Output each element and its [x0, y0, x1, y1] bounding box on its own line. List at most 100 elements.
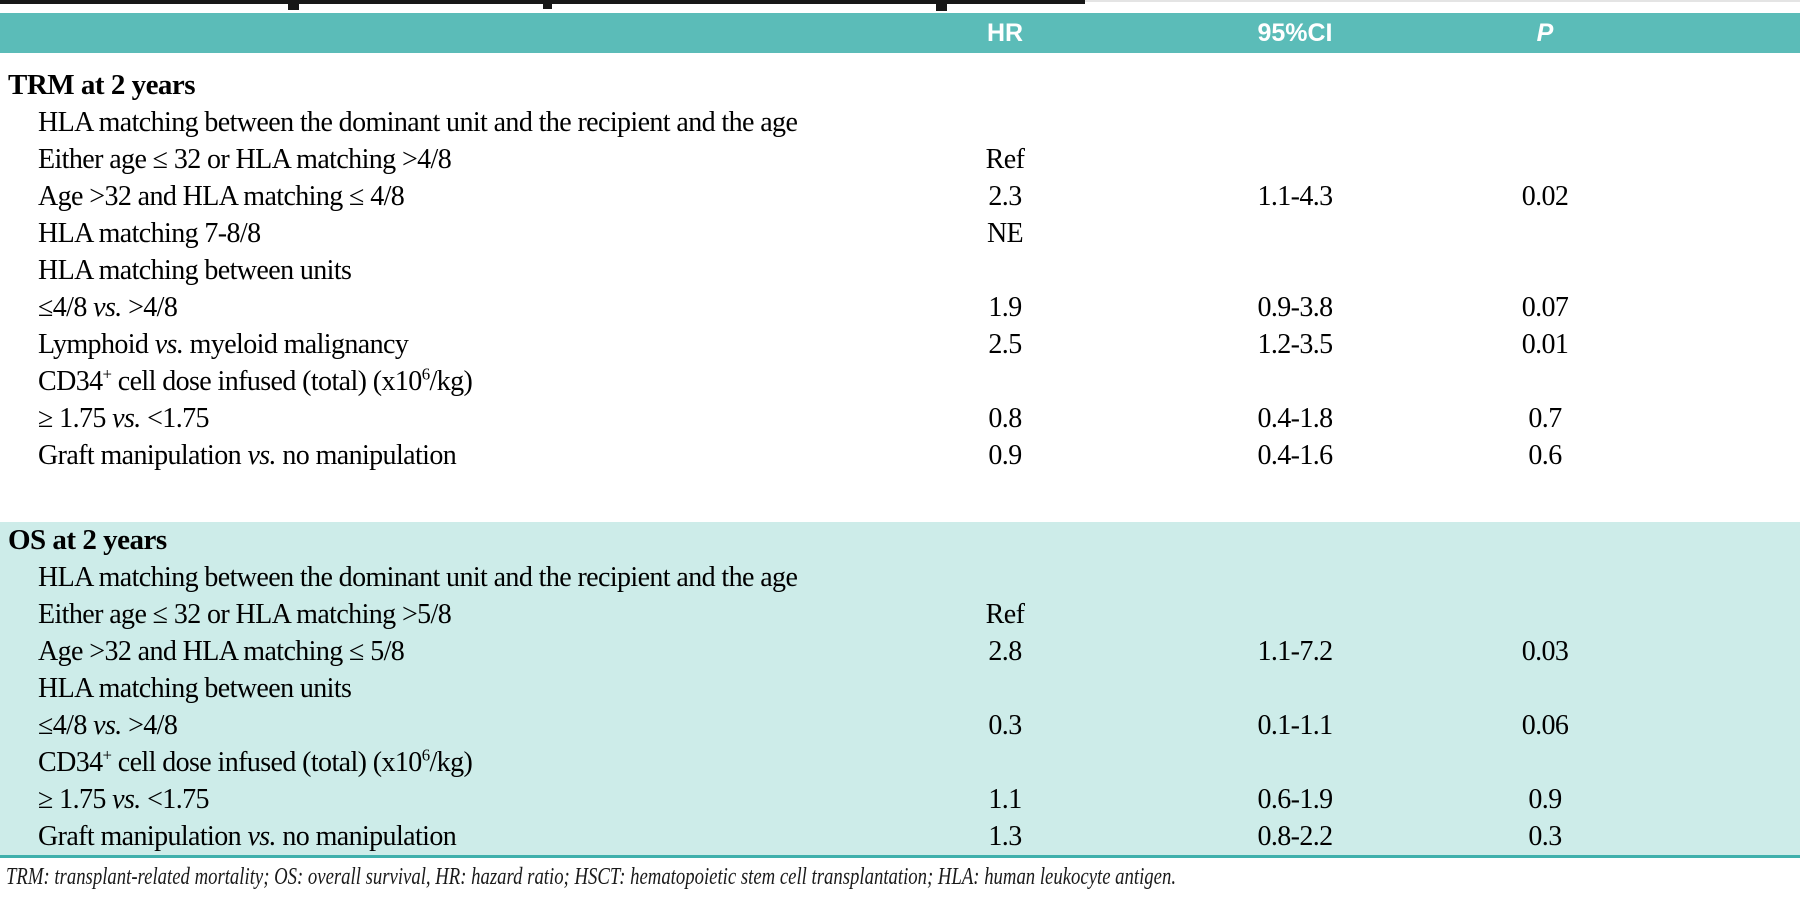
table-row: HLA matching between units [0, 252, 1800, 289]
cell-hr-value: 1.3 [988, 820, 1022, 852]
row-label: ≤4/8 vs. >4/8 [0, 710, 905, 742]
label-text: ≥ 1.75 [38, 402, 113, 434]
table-row: Either age ≤ 32 or HLA matching >5/8 Ref [0, 596, 1800, 633]
row-label: Either age ≤ 32 or HLA matching >5/8 [0, 599, 905, 631]
label-text: HLA matching between units [38, 254, 352, 286]
label-text: /kg) [429, 746, 473, 778]
cell-95ci-value: 0.9-3.8 [1257, 291, 1333, 323]
cell-hr-value: Ref [985, 143, 1025, 175]
label-text: >4/8 [121, 291, 178, 323]
label-text: HLA matching between the dominant unit a… [38, 561, 798, 593]
label-text: CD34 [38, 746, 103, 778]
caption-descender-mark [543, 0, 552, 9]
label-italic-segment: vs. [112, 783, 141, 815]
label-text: Age >32 and HLA matching ≤ 5/8 [38, 635, 405, 667]
label-text: no manipulation [275, 820, 457, 852]
table-row: HLA matching between the dominant unit a… [0, 104, 1800, 141]
cell-hr-value: Ref [985, 598, 1025, 630]
row-label: HLA matching between the dominant unit a… [0, 562, 905, 594]
label-italic-segment: vs. [154, 328, 184, 360]
label-text: OS at 2 years [8, 524, 167, 556]
section-trm-at-2-years: TRM at 2 years HLA matching between the d… [0, 67, 1800, 474]
row-label: Lymphoid vs. myeloid malignancy [0, 329, 905, 361]
label-text: ≤4/8 [38, 709, 94, 741]
cell-95ci-value: 0.1-1.1 [1257, 709, 1333, 741]
row-label: CD34+ cell dose infused (total) (x106/kg… [0, 746, 905, 779]
table-row: Graft manipulation vs. no manipulation 0.… [0, 437, 1800, 474]
label-text: Lymphoid [38, 328, 155, 360]
label-text: HLA matching 7-8/8 [38, 217, 261, 249]
cell-hr-value: 2.5 [988, 328, 1022, 360]
cell-95ci-value: 1.2-3.5 [1257, 328, 1333, 360]
cell-95ci-value: 0.8-2.2 [1257, 820, 1333, 852]
table-row: ≤4/8 vs. >4/8 0.3 0.1-1.1 0.06 [0, 707, 1800, 744]
cell-p-value: 0.06 [1521, 709, 1569, 741]
label-text: HLA matching between the dominant unit a… [38, 106, 798, 138]
row-label: Graft manipulation vs. no manipulation [0, 821, 905, 853]
cell-hr-value: 0.3 [988, 709, 1022, 741]
cell-hr-value: 0.9 [988, 439, 1022, 471]
column-header-p: P [1536, 18, 1554, 47]
table-footnote: TRM: transplant-related mortality; OS: o… [6, 864, 1177, 890]
cell-p-value: 0.03 [1521, 635, 1569, 667]
label-text: Either age ≤ 32 or HLA matching >4/8 [38, 143, 452, 175]
cell-hr-value: NE [986, 217, 1024, 249]
caption-descender-mark [288, 0, 299, 10]
label-text: TRM at 2 years [8, 69, 196, 101]
row-label: CD34+ cell dose infused (total) (x106/kg… [0, 364, 905, 398]
cell-p-value: 0.7 [1528, 402, 1562, 434]
cell-p-value: 0.07 [1521, 291, 1569, 323]
label-italic-segment: vs. [247, 820, 276, 852]
label-superscript: + [102, 364, 112, 384]
cell-95ci-value: 0.6-1.9 [1257, 783, 1333, 815]
cell-hr-value: 1.1 [988, 783, 1022, 815]
label-italic-segment: vs. [93, 291, 122, 323]
row-label: Age >32 and HLA matching ≤ 4/8 [0, 181, 905, 213]
table-row: HLA matching between units [0, 670, 1800, 707]
cell-hr-value: 2.3 [988, 180, 1022, 212]
label-text: ≤4/8 [38, 291, 94, 323]
label-superscript: 6 [421, 364, 430, 384]
row-label: Graft manipulation vs. no manipulation [0, 440, 905, 472]
table-row: Lymphoid vs. myeloid malignancy 2.5 1.2-3.… [0, 326, 1800, 363]
row-label: TRM at 2 years [0, 69, 905, 102]
cell-p-value: 0.3 [1528, 820, 1562, 852]
row-label: ≥ 1.75 vs. <1.75 [0, 784, 905, 816]
table-row: Age >32 and HLA matching ≤ 4/8 2.3 1.1-4.3… [0, 178, 1800, 215]
cell-p-value: 0.01 [1521, 328, 1569, 360]
label-text: <1.75 [140, 402, 209, 434]
label-italic-segment: vs. [247, 439, 276, 471]
label-italic-segment: vs. [93, 709, 122, 741]
label-text: >4/8 [121, 709, 178, 741]
column-header-hr: HR [986, 18, 1024, 47]
row-label: HLA matching between units [0, 255, 905, 287]
cell-95ci-value: 0.4-1.8 [1257, 402, 1333, 434]
table-row: CD34+ cell dose infused (total) (x106/kg… [0, 363, 1800, 400]
table-row: Age >32 and HLA matching ≤ 5/8 2.8 1.1-7.2… [0, 633, 1800, 670]
cell-hr-value: 1.9 [988, 291, 1022, 323]
table-row: ≤4/8 vs. >4/8 1.9 0.9-3.8 0.07 [0, 289, 1800, 326]
section-header-row: OS at 2 years [0, 522, 1800, 559]
caption-descender-mark [936, 0, 947, 11]
label-text: <1.75 [140, 783, 209, 815]
row-label: HLA matching between the dominant unit a… [0, 107, 905, 139]
table-row: HLA matching 7-8/8 NE [0, 215, 1800, 252]
cropped-caption-remnant [0, 0, 1085, 11]
cell-95ci-value: 1.1-7.2 [1257, 635, 1333, 667]
cell-p-value: 0.6 [1528, 439, 1562, 471]
table-header-row: HR 95%CI P [0, 13, 1800, 53]
row-label: Either age ≤ 32 or HLA matching >4/8 [0, 144, 905, 176]
row-label: Age >32 and HLA matching ≤ 5/8 [0, 636, 905, 668]
label-text: CD34 [38, 365, 103, 397]
cell-hr-value: 0.8 [988, 402, 1022, 434]
table-row: HLA matching between the dominant unit a… [0, 559, 1800, 596]
label-text: HLA matching between units [38, 672, 352, 704]
label-text: Age >32 and HLA matching ≤ 4/8 [38, 180, 405, 212]
table-row: CD34+ cell dose infused (total) (x106/kg… [0, 744, 1800, 781]
row-label: ≤4/8 vs. >4/8 [0, 292, 905, 324]
label-text: Graft manipulation [38, 820, 248, 852]
label-text: ≥ 1.75 [38, 783, 113, 815]
label-italic-segment: vs. [112, 402, 141, 434]
label-text: no manipulation [275, 439, 457, 471]
